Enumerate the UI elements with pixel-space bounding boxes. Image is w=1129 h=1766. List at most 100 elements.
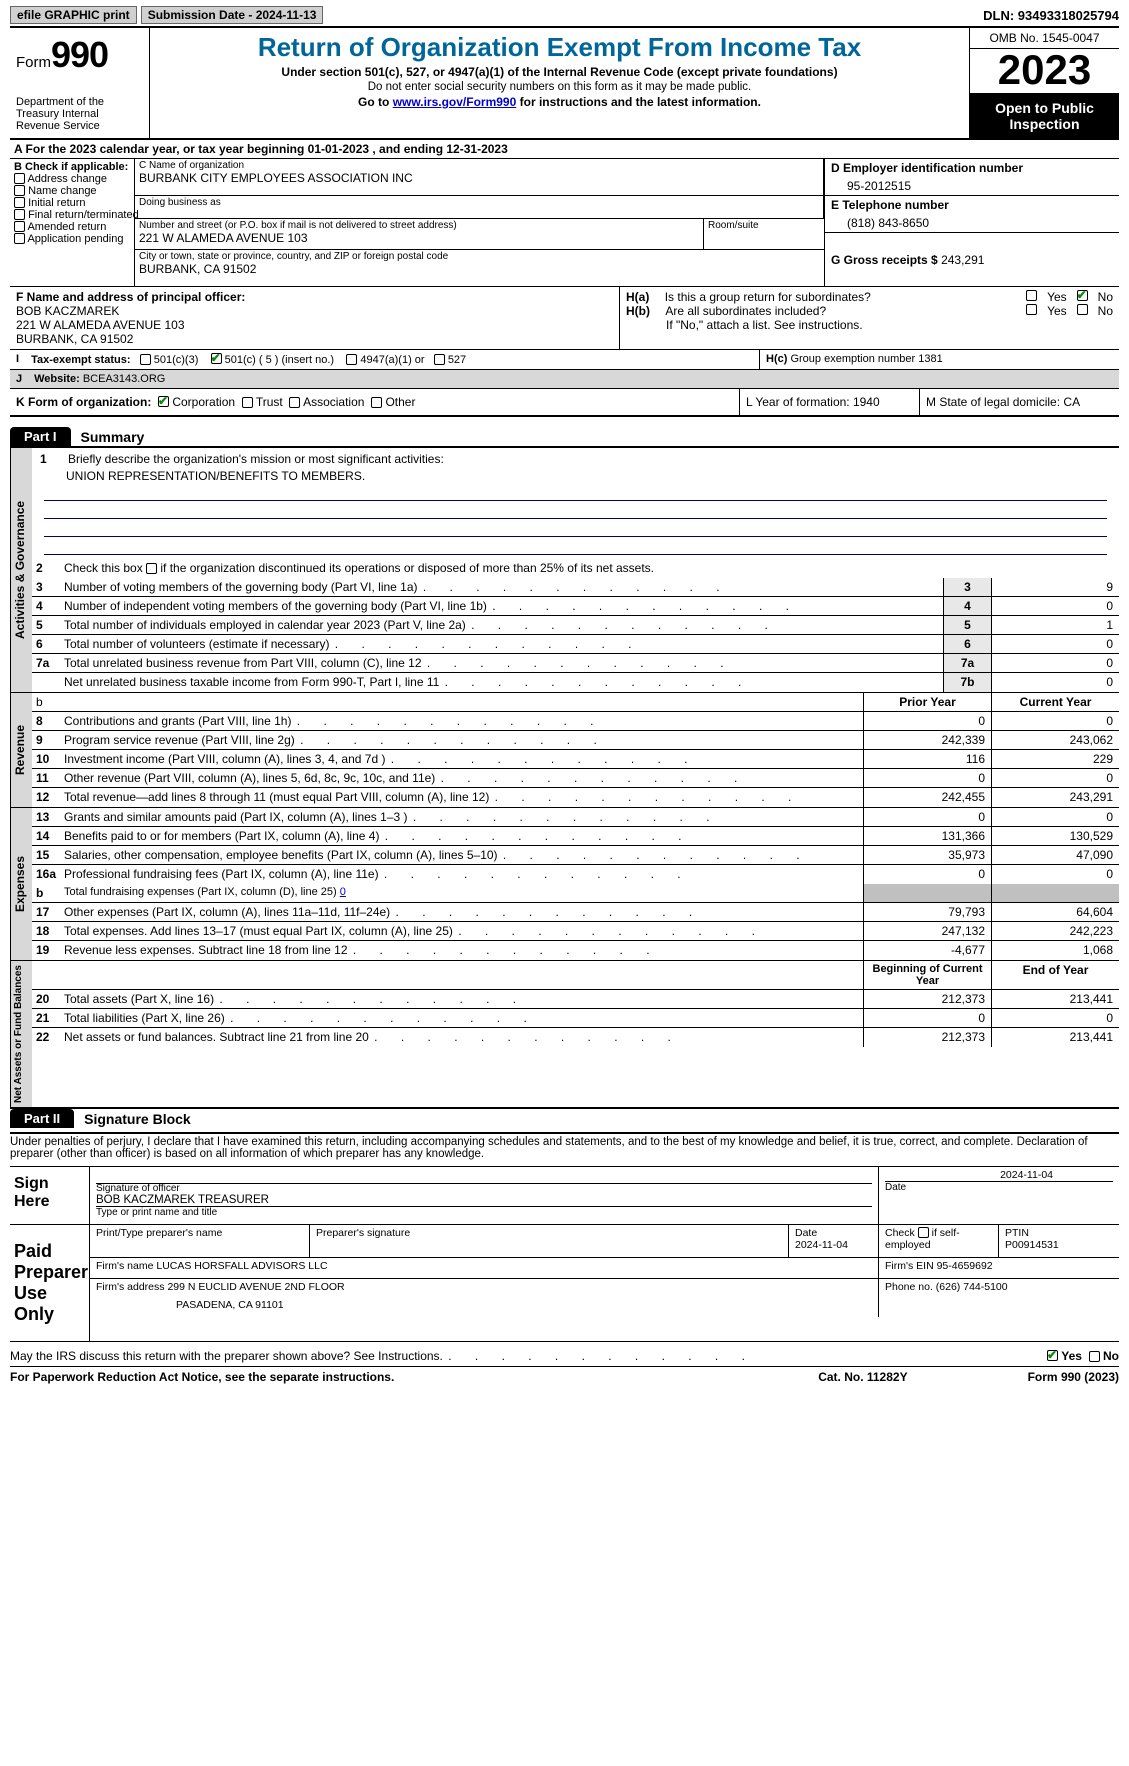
cb-corporation[interactable] bbox=[158, 396, 169, 407]
ha-yes[interactable] bbox=[1026, 290, 1037, 301]
cb-name-change[interactable] bbox=[14, 185, 25, 196]
current-year-value: 242,223 bbox=[991, 922, 1119, 940]
section-h: H(a) Is this a group return for subordin… bbox=[619, 287, 1119, 349]
gov-line-text: Total number of individuals employed in … bbox=[60, 616, 943, 634]
shaded-cell bbox=[991, 884, 1119, 902]
h-note: If "No," attach a list. See instructions… bbox=[626, 318, 1113, 332]
efile-print-button[interactable]: efile GRAPHIC print bbox=[10, 6, 137, 24]
form-number: Form990 bbox=[16, 34, 143, 76]
gov-line-code: 7a bbox=[943, 654, 991, 672]
prior-year-value: -4,677 bbox=[863, 941, 991, 960]
current-year-value: 0 bbox=[991, 769, 1119, 787]
dba-label: Doing business as bbox=[139, 197, 819, 208]
underline bbox=[44, 503, 1107, 519]
gov-line-text: Number of independent voting members of … bbox=[60, 597, 943, 615]
ha-no[interactable] bbox=[1077, 290, 1088, 301]
group-exemption: 1381 bbox=[918, 353, 942, 365]
cb-501c[interactable] bbox=[211, 353, 222, 364]
cb-irs-no[interactable] bbox=[1089, 1351, 1100, 1362]
cb-application-pending[interactable] bbox=[14, 233, 25, 244]
row-fh: F Name and address of principal officer:… bbox=[10, 287, 1119, 350]
cb-527[interactable] bbox=[434, 354, 445, 365]
cb-association[interactable] bbox=[289, 397, 300, 408]
cb-address-change[interactable] bbox=[14, 173, 25, 184]
current-year-value: 229 bbox=[991, 750, 1119, 768]
mission-label: Briefly describe the organization's miss… bbox=[64, 450, 1115, 469]
may-irs-discuss: May the IRS discuss this return with the… bbox=[10, 1346, 1119, 1367]
dln: DLN: 93493318025794 bbox=[983, 8, 1119, 23]
form-ref: Form 990 (2023) bbox=[1028, 1370, 1119, 1384]
form-prefix: Form bbox=[16, 54, 51, 71]
prior-year-value: 242,455 bbox=[863, 788, 991, 807]
gov-line-value: 0 bbox=[991, 654, 1119, 672]
hdr-prior-year: Prior Year bbox=[863, 693, 991, 711]
prior-year-value: 131,366 bbox=[863, 827, 991, 845]
city-label: City or town, state or province, country… bbox=[139, 251, 820, 262]
officer-addr1: 221 W ALAMEDA AVENUE 103 bbox=[16, 318, 613, 332]
form-title: Return of Organization Exempt From Incom… bbox=[160, 32, 959, 63]
prep-date: 2024-11-04 bbox=[795, 1239, 872, 1251]
prior-year-value: 212,373 bbox=[863, 1028, 991, 1047]
line-text: Total liabilities (Part X, line 26) bbox=[60, 1009, 863, 1027]
cb-irs-yes[interactable] bbox=[1047, 1350, 1058, 1361]
gov-line-value: 9 bbox=[991, 578, 1119, 596]
row-klm: K Form of organization: Corporation Trus… bbox=[10, 389, 1119, 417]
phone-value: (818) 843-8650 bbox=[831, 212, 1113, 230]
cb-self-employed[interactable] bbox=[918, 1227, 929, 1238]
prior-year-value: 0 bbox=[863, 808, 991, 826]
row-j-website: J Website: BCEA3143.ORG bbox=[10, 370, 1119, 389]
gross-receipts-value: 243,291 bbox=[941, 253, 984, 267]
paid-preparer-label: Paid Preparer Use Only bbox=[10, 1225, 90, 1341]
org-name-label: C Name of organization bbox=[139, 160, 819, 171]
current-year-value: 64,604 bbox=[991, 903, 1119, 921]
part-2-tag: Part II bbox=[10, 1109, 74, 1128]
cb-discontinued[interactable] bbox=[146, 563, 157, 574]
part-1-tag: Part I bbox=[10, 427, 71, 446]
current-year-value: 1,068 bbox=[991, 941, 1119, 960]
state-domicile: M State of legal domicile: CA bbox=[919, 389, 1119, 415]
firm-addr2: PASADENA, CA 91101 bbox=[96, 1293, 872, 1311]
hb-yes[interactable] bbox=[1026, 304, 1037, 315]
footer: For Paperwork Reduction Act Notice, see … bbox=[10, 1367, 1119, 1384]
section-governance: Activities & Governance 1 Briefly descri… bbox=[10, 448, 1119, 693]
principal-officer: F Name and address of principal officer:… bbox=[10, 287, 619, 349]
line-text: Grants and similar amounts paid (Part IX… bbox=[60, 808, 863, 826]
irs-link[interactable]: www.irs.gov/Form990 bbox=[393, 95, 517, 109]
current-year-value: 213,441 bbox=[991, 990, 1119, 1008]
current-year-value: 243,291 bbox=[991, 788, 1119, 807]
form-num: 990 bbox=[51, 34, 108, 75]
cb-final-return[interactable] bbox=[14, 209, 25, 220]
col-b-checkboxes: B Check if applicable: Address change Na… bbox=[10, 159, 135, 286]
cb-other[interactable] bbox=[371, 397, 382, 408]
prior-year-value: 212,373 bbox=[863, 990, 991, 1008]
prior-year-value: 0 bbox=[863, 769, 991, 787]
hb-no[interactable] bbox=[1077, 304, 1088, 315]
current-year-value: 243,062 bbox=[991, 731, 1119, 749]
cb-4947[interactable] bbox=[346, 354, 357, 365]
sig-date-top: 2024-11-04 bbox=[885, 1169, 1113, 1181]
shaded-cell bbox=[863, 884, 991, 902]
section-net-assets: Net Assets or Fund Balances Beginning of… bbox=[10, 961, 1119, 1109]
fundraising-link[interactable]: 0 bbox=[340, 886, 346, 898]
cb-501c3[interactable] bbox=[140, 354, 151, 365]
cb-initial-return[interactable] bbox=[14, 197, 25, 208]
hdr-end-year: End of Year bbox=[991, 961, 1119, 989]
gov-line-value: 0 bbox=[991, 597, 1119, 615]
current-year-value: 0 bbox=[991, 865, 1119, 884]
header-grid: B Check if applicable: Address change Na… bbox=[10, 159, 1119, 287]
cb-trust[interactable] bbox=[242, 397, 253, 408]
section-expenses: Expenses 13 Grants and similar amounts p… bbox=[10, 808, 1119, 961]
officer-sig-name: BOB KACZMAREK TREASURER bbox=[96, 1194, 872, 1206]
prep-sig-label: Preparer's signature bbox=[316, 1227, 782, 1239]
line-text: Program service revenue (Part VIII, line… bbox=[60, 731, 863, 749]
line-text: Salaries, other compensation, employee b… bbox=[60, 846, 863, 864]
gov-line-code: 7b bbox=[943, 673, 991, 692]
col-b-header: B Check if applicable: bbox=[14, 161, 130, 173]
cb-amended-return[interactable] bbox=[14, 221, 25, 232]
top-bar: efile GRAPHIC print Submission Date - 20… bbox=[10, 6, 1119, 28]
prior-year-value: 242,339 bbox=[863, 731, 991, 749]
firm-name: LUCAS HORSFALL ADVISORS LLC bbox=[156, 1260, 327, 1272]
firm-ein: 95-4659692 bbox=[937, 1260, 993, 1272]
prior-year-value: 79,793 bbox=[863, 903, 991, 921]
hdr-current-year: Current Year bbox=[991, 693, 1119, 711]
